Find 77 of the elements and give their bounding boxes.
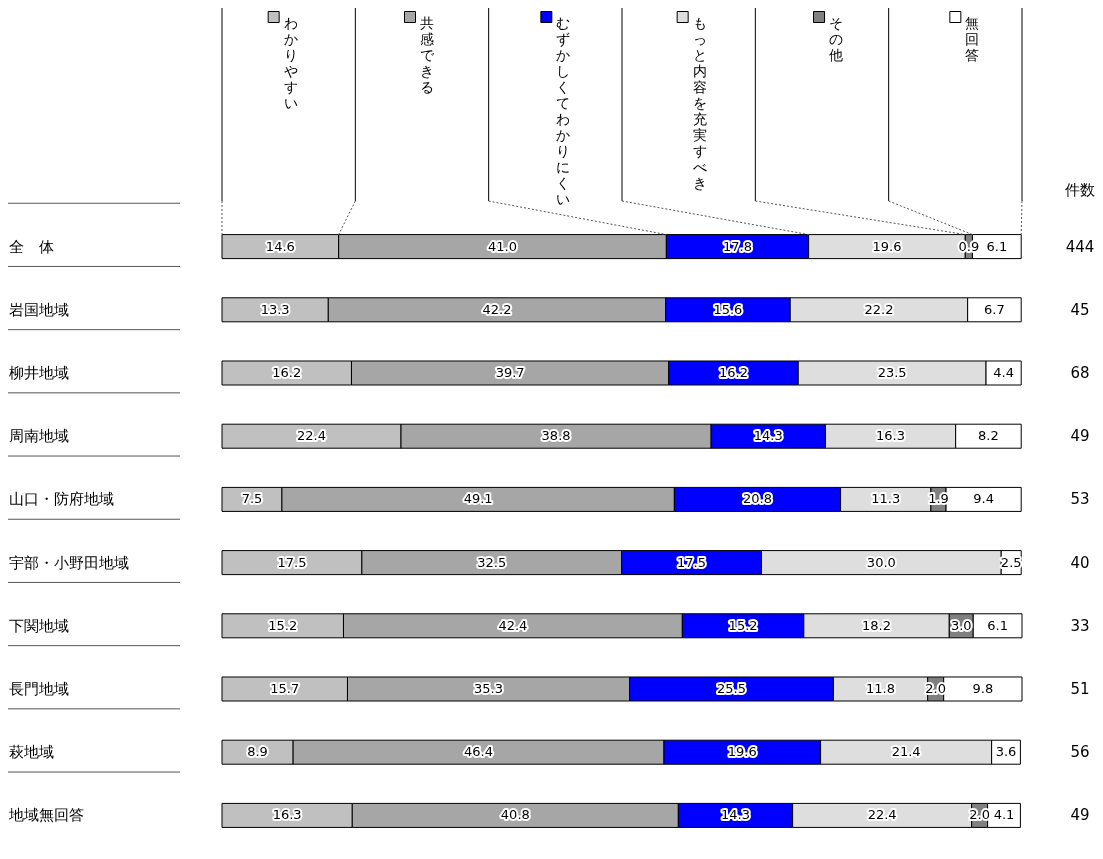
data-label: 25.5 [717,681,746,696]
text: 56 [1070,743,1090,762]
y-tick-label: 萩地域 [8,743,54,762]
data-label: 13.3 [260,301,290,317]
data-label: 21.4 [891,744,921,760]
data-label: 3.0 [950,617,972,633]
legend-label: その他 [829,15,843,63]
data-label: 6.1 [986,238,1008,254]
data-label: 17.8 [723,238,752,254]
data-label: 17.5 [677,554,707,570]
y-tick-label: 山口・防府地域 [8,490,114,509]
text: 444 [1065,237,1095,256]
legend-label: 共感できる [420,15,435,95]
text: もっと内容を充実すべき [692,15,707,191]
data-label: 19.6 [727,744,757,760]
data-label: 16.2 [719,365,748,380]
data-label: 22.2 [864,301,894,317]
data-label: 11.8 [866,681,896,696]
text: 49 [1070,806,1090,825]
data-label: 14.3 [721,807,750,823]
data-label: 35.3 [474,681,504,696]
legend-label: 無回答 [965,15,980,63]
text: 53 [1070,490,1090,509]
data-label: 18.2 [862,617,892,633]
y-tick-label: 周南地域 [8,427,69,446]
data-label: 32.5 [477,554,507,570]
data-label: 20.8 [742,491,772,507]
text: 51 [1070,680,1090,698]
data-label: 22.4 [867,807,897,823]
data-label: 16.3 [876,428,906,444]
data-label: 17.5 [277,554,307,570]
data-label: 41.0 [488,238,517,254]
data-label: 30.0 [866,554,896,570]
data-label: 7.5 [241,491,263,507]
text: 68 [1070,364,1090,382]
data-label: 42.4 [498,617,528,633]
data-label: 38.8 [541,428,571,444]
text: 件数 [1065,181,1095,199]
y-tick-label: 全 体 [8,237,54,256]
text: むずかしくてわかりにくい [556,15,571,207]
legend-label: わかりやすい [283,15,298,111]
data-label: 42.2 [482,301,512,317]
data-label: 8.9 [247,744,268,760]
data-label: 11.3 [871,491,901,507]
text: 33 [1070,616,1090,635]
data-label: 15.2 [268,617,298,633]
data-label: 14.6 [265,238,295,254]
data-label: 6.1 [987,617,1008,633]
data-label: 8.2 [978,428,999,444]
data-label: 22.4 [297,428,326,444]
data-label: 39.7 [495,365,525,380]
data-label: 40.8 [500,807,530,823]
y-tick-label: 宇部・小野田地域 [8,553,129,572]
data-label: 16.2 [272,365,302,380]
data-label: 4.1 [993,807,1015,823]
data-label: 23.5 [877,365,907,380]
data-label: 14.3 [753,428,783,444]
data-label: 6.7 [984,301,1005,317]
data-label: 9.8 [972,681,994,696]
text: 49 [1070,427,1090,446]
y-tick-label: 地域無回答 [7,806,84,825]
text: 45 [1070,300,1090,319]
y-tick-label: 柳井地域 [8,364,69,382]
data-label: 46.4 [464,744,494,760]
data-label: 3.6 [995,744,1017,760]
y-tick-label: 長門地域 [8,680,69,698]
text: 40 [1070,553,1090,572]
data-label: 15.6 [713,301,743,317]
data-label: 15.2 [728,617,758,633]
data-label: 19.6 [872,238,902,254]
data-label: 49.1 [463,491,493,507]
y-tick-label: 下関地域 [8,616,69,635]
data-label: 15.7 [270,681,300,696]
data-label: 9.4 [973,491,994,507]
data-label: 16.3 [272,807,302,823]
data-label: 4.4 [993,365,1014,380]
y-tick-label: 岩国地域 [8,300,69,319]
